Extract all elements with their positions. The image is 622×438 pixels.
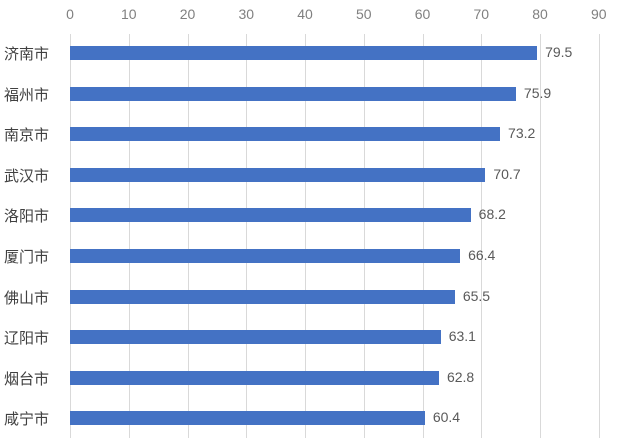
x-axis-tick-label: 0 xyxy=(66,6,74,22)
value-label: 73.2 xyxy=(508,125,536,142)
value-label: 60.4 xyxy=(432,409,461,426)
category-label: 厦门市 xyxy=(4,248,50,266)
bar xyxy=(70,370,439,385)
category-label: 武汉市 xyxy=(4,166,50,185)
bar-row: 福州市 75.9 xyxy=(0,74,622,114)
x-axis-tick-label: 30 xyxy=(238,6,255,22)
x-axis-tick-label: 90 xyxy=(590,6,607,22)
category-label: 洛阳市 xyxy=(4,207,50,226)
bar xyxy=(70,46,538,60)
category-label: 佛山市 xyxy=(4,288,50,307)
value-label: 79.5 xyxy=(545,44,573,60)
bar-row: 烟台市 62.8 xyxy=(0,358,622,398)
x-axis-tick-label: 40 xyxy=(297,6,313,22)
value-label: 75.9 xyxy=(523,84,552,101)
value-label: 62.8 xyxy=(446,368,475,385)
bar xyxy=(70,289,455,304)
gridline xyxy=(364,34,365,438)
gridline xyxy=(423,34,424,438)
gridline xyxy=(305,34,306,438)
bar-row: 佛山市 65.5 xyxy=(0,277,622,317)
category-label: 烟台市 xyxy=(4,369,50,388)
bar-row: 济南市 79.5 xyxy=(0,33,622,73)
gridline xyxy=(188,34,189,438)
x-axis-tick-label: 50 xyxy=(355,6,372,22)
bar xyxy=(70,208,471,223)
gridline xyxy=(481,34,482,438)
category-label: 辽阳市 xyxy=(4,329,50,348)
x-axis-tick-label: 70 xyxy=(473,6,490,22)
gridline xyxy=(540,34,541,438)
bar-row: 武汉市 70.7 xyxy=(0,155,622,195)
value-label: 65.5 xyxy=(462,287,491,304)
gridline xyxy=(599,34,600,438)
category-label: 济南市 xyxy=(4,45,50,63)
bar xyxy=(70,86,516,101)
gridline xyxy=(70,34,71,438)
value-label: 66.4 xyxy=(468,247,496,263)
x-axis-tick-label: 10 xyxy=(120,6,137,22)
bar xyxy=(70,411,425,426)
category-label: 南京市 xyxy=(4,126,50,145)
value-label: 70.7 xyxy=(493,165,521,182)
value-label: 68.2 xyxy=(478,206,506,223)
bar-row: 南京市 73.2 xyxy=(0,114,622,154)
bar xyxy=(70,249,461,263)
bar-row: 洛阳市 68.2 xyxy=(0,195,622,235)
bar xyxy=(70,127,501,142)
bar-row: 咸宁市 60.4 xyxy=(0,398,622,438)
x-axis-tick-label: 60 xyxy=(414,6,431,22)
bar xyxy=(70,330,441,345)
bar-row: 厦门市 66.4 xyxy=(0,236,622,276)
bar-row: 辽阳市 63.1 xyxy=(0,317,622,357)
bar xyxy=(70,167,486,182)
category-label: 咸宁市 xyxy=(4,410,50,429)
gridline xyxy=(129,34,130,438)
gridline xyxy=(246,34,247,438)
value-label: 63.1 xyxy=(448,328,476,345)
category-label: 福州市 xyxy=(4,85,50,104)
x-axis-tick-label: 20 xyxy=(179,6,196,22)
x-axis-tick-label: 80 xyxy=(532,6,548,22)
